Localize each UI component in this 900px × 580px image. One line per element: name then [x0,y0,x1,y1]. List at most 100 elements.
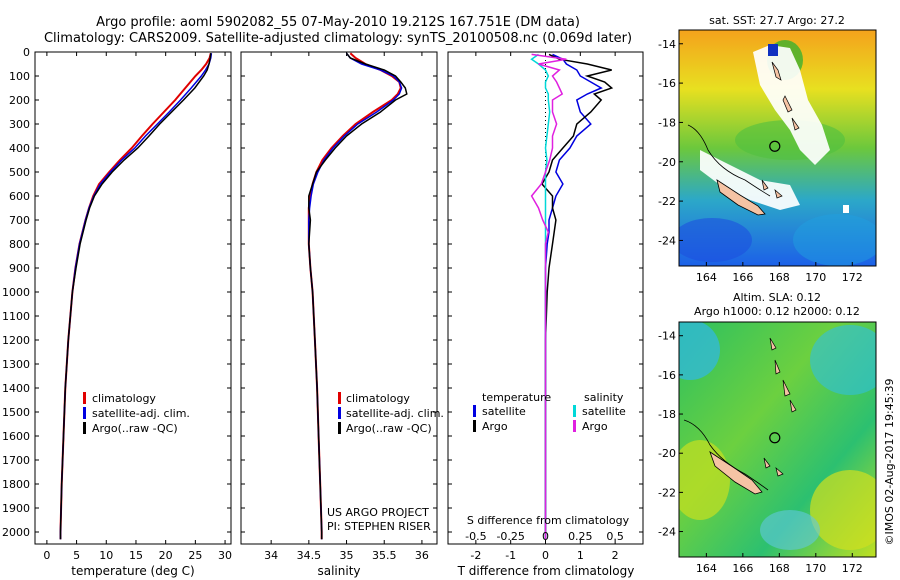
vanuatu-island [782,95,793,113]
s-diff-tick-label: 0.5 [606,530,624,543]
cloud-mask [700,150,800,210]
x-tick-label: -1 [505,549,516,562]
depth-tick-label: 1700 [2,454,30,467]
sla-low-patch [810,325,876,395]
s-difference-axis-label: S difference from climatology [467,514,630,527]
sst-blue-cell [768,44,778,56]
s-diff-tick-label: 0 [542,530,549,543]
x-tick-label: 10 [99,549,113,562]
legend-swatch-argo [83,422,86,434]
x-tick-label: 35 [340,549,354,562]
map-x-tick-label: 172 [842,271,863,284]
salinity-argo-line [308,52,408,540]
legend-swatch-climatology [83,392,86,404]
legend-swatch-t-argo [473,420,476,432]
reef-contour [687,124,771,197]
sst-map [679,30,876,266]
depth-tick-label: 0 [23,46,30,59]
depth-tick-label: 1100 [2,310,30,323]
legend-swatch-climatology [338,392,341,404]
legend-climatology: climatology [346,392,410,405]
map-y-tick-label: -20 [658,447,676,460]
project-label: US ARGO PROJECT [327,506,429,519]
depth-tick-label: 100 [9,70,30,83]
map-y-tick-label: -20 [658,156,676,169]
map-x-tick-label: 164 [696,562,717,575]
vanuatu-island [789,399,797,413]
map-x-tick-label: 172 [842,562,863,575]
map-y-tick-label: -14 [658,330,676,343]
figure-title-line2: Climatology: CARS2009. Satellite-adjuste… [44,31,632,46]
x-tick-label: 0 [542,549,549,562]
sst-map-title: sat. SST: 27.7 Argo: 27.2 [709,14,845,27]
s-diff-tick-label: 0.25 [568,530,593,543]
reef-contour [683,419,769,491]
temperature-axis-label: temperature (deg C) [71,564,194,578]
depth-tick-label: 1000 [2,286,30,299]
sla-low-patch [679,322,720,380]
sst-cool-patch [793,214,876,266]
depth-axis: 0 100 200 300 400 500 600 700 800 900 1000 1100 1200… [2,46,39,539]
map-y-tick-label: -24 [658,526,676,539]
depth-tick-label: 1500 [2,406,30,419]
temperature-plot: 0 5 10 15 20 25 30 [35,51,232,562]
temperature-legend: climatology satellite-adj. clim. Argo(..… [83,392,190,435]
loyalty-island [774,189,783,199]
temperature-panel-frame [34,51,232,545]
x-tick-label: 1 [577,549,584,562]
depth-tick-label: 400 [9,142,30,155]
legend-salinity-group: salinity [584,391,624,404]
cloud-mask [843,205,849,213]
loyalty-island [775,467,784,477]
x-tick-label: 0 [43,549,50,562]
map-y-tick-label: -24 [658,234,676,247]
legend-satellite-adj: satellite-adj. clim. [92,407,190,420]
depth-tick-label: 1200 [2,334,30,347]
difference-plot: -2 -1 0 1 2 -0.5 -0.25 0 0.25 0.5 [448,51,643,562]
x-tick-label: -2 [470,549,481,562]
depth-tick-label: 1400 [2,382,30,395]
x-tick-label: 34.5 [297,549,322,562]
x-tick-label: 30 [218,549,232,562]
series-group [59,52,213,540]
sla-map [679,322,876,557]
legend-t-argo: Argo [482,420,508,433]
t-difference-axis-label: T difference from climatology [457,564,635,578]
x-tick-label: 36 [415,549,429,562]
x-tick-label: 15 [129,549,143,562]
x-tick-label: 35.5 [372,549,397,562]
x-tick-label: 25 [188,549,202,562]
depth-tick-label: 800 [9,238,30,251]
loyalty-island [763,457,771,469]
loyalty-island [761,179,769,191]
argo-float-location-marker [769,432,781,444]
legend-argo: Argo(..raw -QC) [92,422,178,435]
legend-swatch-s-satellite [573,405,576,417]
depth-tick-label: 600 [9,190,30,203]
argo-float-location-marker [769,140,781,152]
legend-swatch-t-satellite [473,405,476,417]
depth-tick-label: 2000 [2,526,30,539]
depth-tick-label: 700 [9,214,30,227]
pi-label: PI: STEPHEN RISER [327,520,431,533]
s-diff-tick-label: -0.25 [496,530,524,543]
s-diff-argo-line [530,53,567,540]
map-y-tick-label: -22 [658,195,676,208]
map-x-tick-label: 170 [805,562,826,575]
map-x-tick-label: 168 [769,562,790,575]
salinity-panel-frame [240,51,438,545]
map-y-tick-label: -14 [658,38,676,51]
salinity-plot: 34 34.5 35 35.5 36 [241,51,437,562]
x-tick-label: 20 [159,549,173,562]
depth-tick-label: 1600 [2,430,30,443]
legend-swatch-satellite [338,407,341,419]
sst-cool-patch [679,218,752,262]
figure-title-line1: Argo profile: aoml 5902082_55 07-May-201… [96,15,580,30]
series-group [530,52,614,544]
new-caledonia-landmass [716,179,766,216]
legend-swatch-argo [338,422,341,434]
depth-tick-label: 1800 [2,478,30,491]
sla-low-patch [760,510,820,550]
sla-high-patch [810,470,876,550]
